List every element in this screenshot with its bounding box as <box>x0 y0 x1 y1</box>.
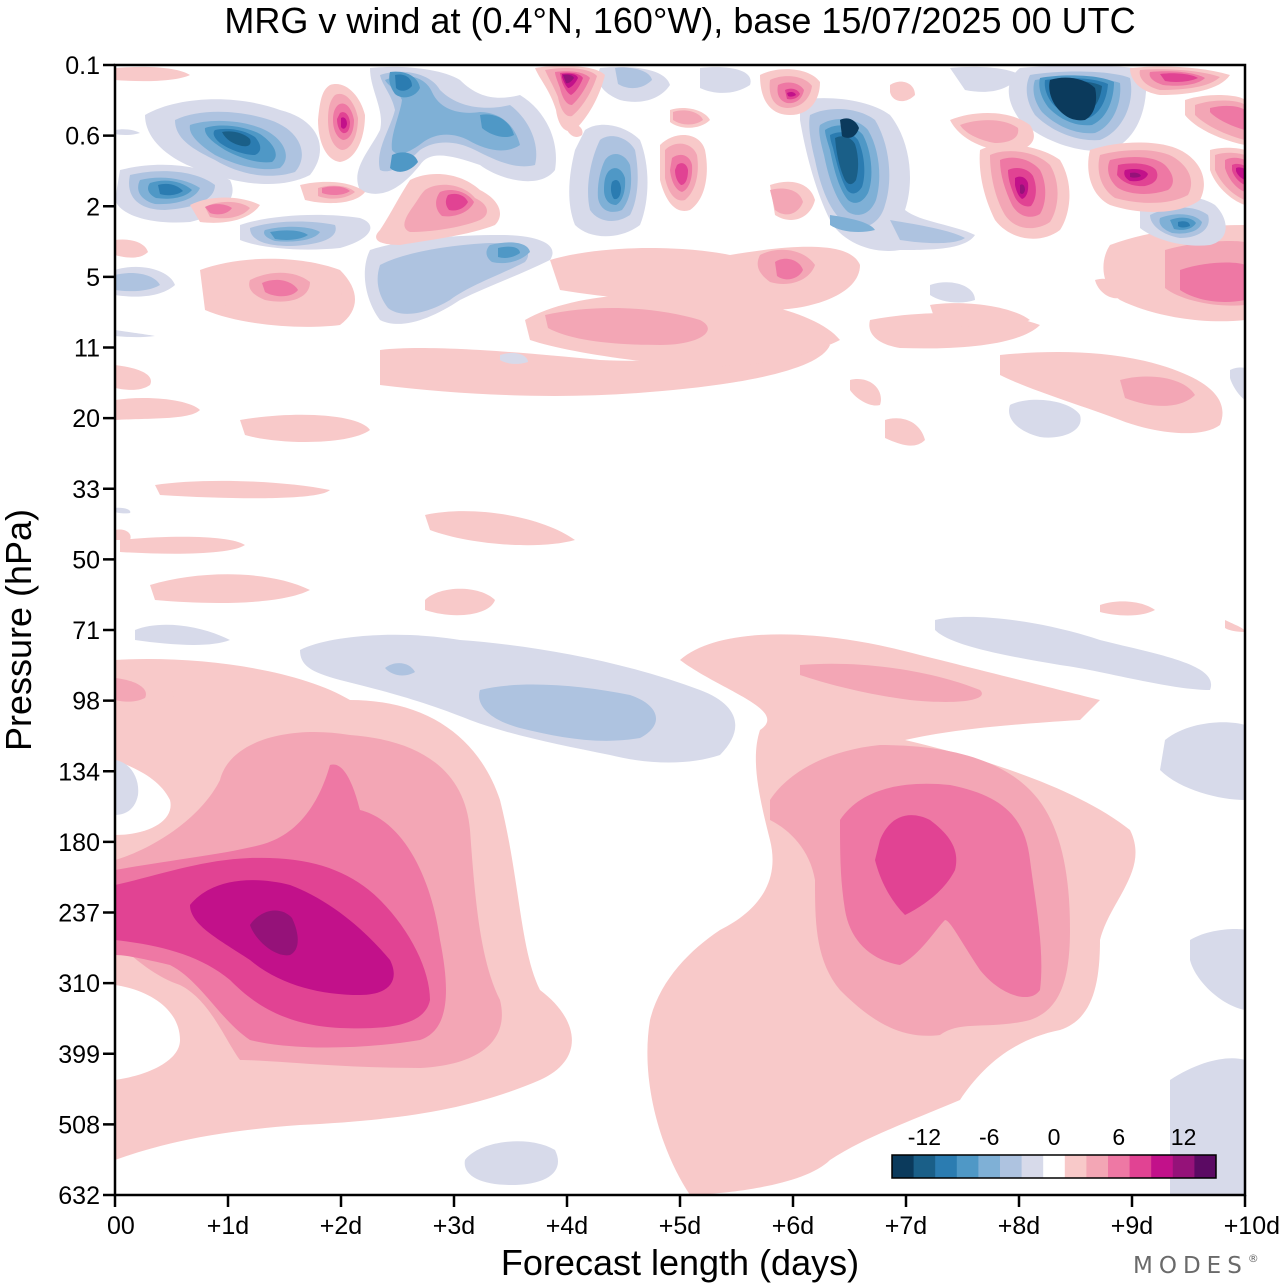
contour-pos-upper-streaks <box>115 313 1245 632</box>
contour-field <box>115 65 1245 1195</box>
y-tick-label: 0.6 <box>65 123 100 151</box>
y-tick-label: 11 <box>74 335 100 363</box>
y-tick-label: 180 <box>58 829 100 857</box>
contour-pos-upper-2 <box>205 68 1245 232</box>
x-tick-label: +3d <box>433 1212 475 1240</box>
y-tick-label: 632 <box>58 1182 100 1210</box>
x-tick-label: 00 <box>107 1212 135 1240</box>
contour-pos-strat-band-2 <box>545 240 1245 406</box>
contour-pos-strat-band <box>200 174 1245 367</box>
y-tick-label: 310 <box>58 970 100 998</box>
contour-pos-lowleft-6 <box>250 910 298 956</box>
colorbar-tick-label: -6 <box>979 1124 999 1150</box>
y-tick-label: 71 <box>72 617 100 645</box>
x-tick-label: +6d <box>772 1212 814 1240</box>
contour-pos-lowright-4 <box>875 815 957 915</box>
y-tick-label: 134 <box>58 758 100 786</box>
contour-pos-mid-left-2 <box>115 678 146 702</box>
x-axis-title: Forecast length (days) <box>501 1242 859 1283</box>
chart-title: MRG v wind at (0.4°N, 160°W), base 15/07… <box>224 0 1135 41</box>
brand-name: MODES <box>1133 1253 1248 1279</box>
colorbar-tick-label: 12 <box>1171 1124 1197 1150</box>
contour-neg-upper-left-2 <box>115 67 1209 314</box>
colorbar-swatch <box>1043 1155 1066 1178</box>
y-tick-label: 98 <box>72 688 100 716</box>
colorbar-swatch <box>978 1155 1001 1178</box>
colorbar: -12 -6 0 6 12 <box>891 1124 1217 1179</box>
colorbar-swatch <box>1064 1155 1087 1178</box>
contour-neg-mid-2 <box>385 663 657 741</box>
colorbar-tick-label: 0 <box>1048 1124 1061 1150</box>
colorbar-swatch <box>1086 1155 1109 1178</box>
brand-logo-text: MODES® <box>1133 1252 1259 1279</box>
colorbar-swatch <box>1000 1155 1023 1178</box>
y-tick-label: 33 <box>72 476 100 504</box>
x-tick-label: +5d <box>659 1212 701 1240</box>
colorbar-swatch <box>1151 1155 1174 1178</box>
colorbar-swatch <box>1129 1155 1152 1178</box>
colorbar-swatch <box>1172 1155 1195 1178</box>
y-tick-label: 20 <box>72 405 100 433</box>
x-axis: 00 +1d +2d +3d +4d +5d +6d +7d +8d +9d +10d <box>107 1195 1280 1240</box>
contour-pos-upper-4 <box>337 72 1245 211</box>
y-tick-label: 5 <box>86 264 100 292</box>
y-tick-label: 399 <box>58 1041 100 1069</box>
x-tick-label: +2d <box>320 1212 362 1240</box>
x-tick-label: +1d <box>207 1212 249 1240</box>
x-tick-label: +9d <box>1111 1212 1153 1240</box>
contour-neg-upper-left-7 <box>840 77 1097 138</box>
x-tick-label: +10d <box>1224 1212 1280 1240</box>
colorbar-tick-label: 6 <box>1112 1124 1125 1150</box>
y-tick-label: 0.1 <box>65 52 100 80</box>
y-tick-label: 2 <box>86 193 100 221</box>
colorbar-swatch <box>913 1155 936 1178</box>
y-tick-label: 508 <box>58 1111 100 1139</box>
colorbar-swatch <box>1194 1155 1217 1178</box>
colorbar-swatch <box>935 1155 958 1178</box>
colorbar-swatch <box>956 1155 979 1178</box>
contour-neg-upper-left-3 <box>138 76 1202 264</box>
colorbar-swatch <box>1108 1155 1131 1178</box>
y-axis: 0.1 0.6 2 5 11 20 33 50 71 98 134 180 237 310 399 508 63… <box>58 52 115 1210</box>
x-tick-label: +4d <box>546 1212 588 1240</box>
colorbar-tick-label: -12 <box>908 1124 941 1150</box>
x-tick-label: +7d <box>885 1212 927 1240</box>
colorbar-swatch <box>1021 1155 1044 1178</box>
colorbar-frame <box>891 1154 1217 1179</box>
x-tick-label: +8d <box>998 1212 1040 1240</box>
contour-pos-strat-left-3 <box>262 279 298 297</box>
colorbar-swatch <box>892 1155 915 1178</box>
brand-registered-mark: ® <box>1248 1252 1259 1265</box>
y-axis-title: Pressure (hPa) <box>0 509 39 751</box>
y-tick-label: 50 <box>72 546 100 574</box>
y-tick-label: 237 <box>58 900 100 928</box>
